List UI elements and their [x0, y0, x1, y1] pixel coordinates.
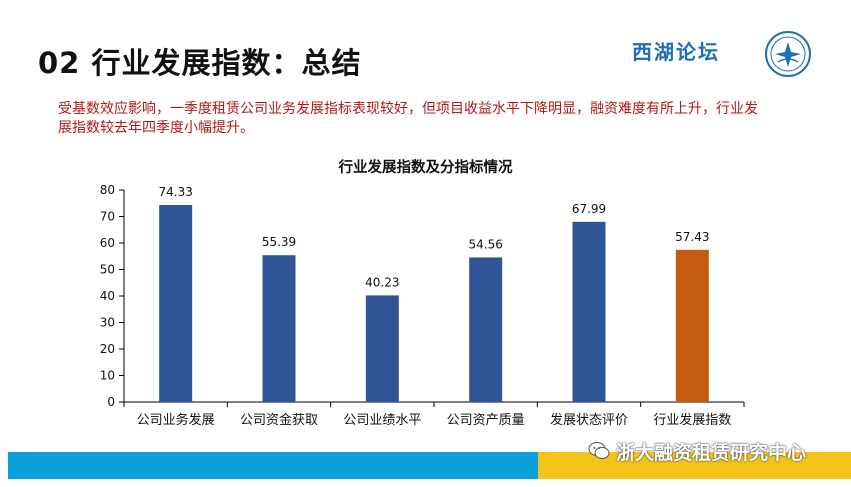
y-tick-label: 60	[100, 236, 115, 250]
bar	[469, 257, 503, 402]
footer-bar-yellow	[538, 452, 851, 479]
y-tick-label: 50	[100, 263, 115, 277]
chat-bubble-icon	[588, 442, 610, 459]
y-tick-label: 40	[100, 289, 115, 303]
data-label: 55.39	[262, 235, 296, 249]
y-tick-label: 0	[107, 395, 115, 409]
summary-text: 受基数效应影响，一季度租赁公司业务发展指标表现较好，但项目收益水平下降明显，融资…	[58, 101, 758, 136]
y-tick-label: 70	[100, 210, 115, 224]
brand-logo-text: 西湖论坛	[632, 40, 720, 64]
bar	[262, 255, 296, 402]
x-tick-label: 公司业务发展	[137, 412, 215, 428]
page-title: 02 行业发展指数：总结	[38, 46, 362, 80]
x-tick-label: 公司资产质量	[447, 413, 525, 428]
data-label: 57.43	[675, 230, 709, 244]
x-tick-label: 行业发展指数	[653, 412, 731, 428]
y-tick-label: 30	[100, 316, 115, 330]
watermark-text: 浙大融资租赁研究中心	[616, 442, 807, 464]
data-label: 67.99	[572, 202, 606, 216]
bar	[572, 221, 606, 402]
x-tick-label: 公司资金获取	[240, 412, 318, 428]
bar	[675, 249, 709, 402]
footer-bar-blue	[8, 452, 538, 479]
x-tick-label: 发展状态评价	[550, 412, 628, 428]
bar	[365, 295, 399, 402]
y-tick-label: 10	[100, 369, 115, 383]
y-tick-label: 80	[100, 183, 115, 197]
y-tick-label: 20	[100, 342, 115, 356]
data-label: 74.33	[158, 185, 192, 199]
chart-title: 行业发展指数及分指标情况	[338, 160, 513, 176]
x-tick-label: 公司业绩水平	[343, 413, 421, 428]
data-label: 54.56	[468, 237, 502, 251]
data-label: 40.23	[365, 275, 399, 289]
bar	[159, 205, 193, 402]
seal-icon	[765, 31, 811, 77]
